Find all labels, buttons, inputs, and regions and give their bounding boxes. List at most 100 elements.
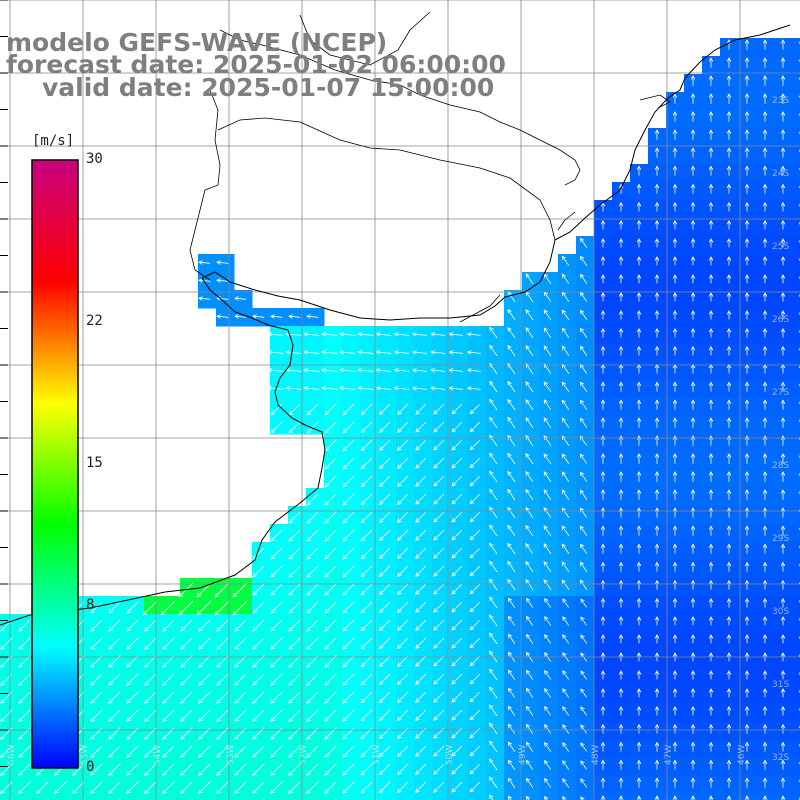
latitude-label: 25S	[772, 242, 789, 252]
wind-arrow	[544, 705, 552, 716]
wind-arrow	[526, 759, 534, 770]
wind-arrow	[726, 705, 732, 716]
wind-arrow	[489, 398, 498, 411]
wind-arrow	[708, 759, 714, 770]
latitude-label: 26S	[772, 315, 789, 325]
wind-arrow	[270, 619, 283, 632]
wind-arrow	[489, 488, 498, 501]
wind-cell	[792, 488, 800, 507]
wind-arrow	[636, 327, 642, 338]
wind-arrow	[303, 331, 320, 337]
wind-arrow	[744, 165, 750, 176]
wind-arrow	[726, 345, 732, 356]
wind-arrow	[672, 345, 678, 356]
wind-arrow	[144, 673, 157, 686]
wind-arrow	[36, 781, 49, 794]
wind-arrow	[451, 439, 463, 451]
wind-arrow	[360, 619, 373, 632]
wind-arrow	[726, 688, 732, 698]
wind-arrow	[708, 219, 714, 230]
wind-arrow	[180, 709, 193, 722]
wind-arrow	[412, 332, 428, 337]
wind-arrow	[357, 367, 374, 373]
wind-cell	[792, 614, 800, 633]
wind-arrow	[267, 331, 284, 337]
wind-arrow	[303, 349, 320, 355]
wind-arrow	[561, 345, 570, 356]
wind-arrow	[762, 147, 768, 158]
wind-arrow	[324, 745, 337, 758]
wind-arrow	[108, 655, 121, 668]
wind-arrow	[543, 543, 552, 555]
wind-cell	[792, 74, 800, 93]
wind-arrow	[288, 781, 301, 794]
wind-arrow	[144, 745, 157, 758]
longitude-label: 48W	[591, 745, 601, 765]
wind-arrow	[654, 201, 660, 212]
wind-arrow	[525, 327, 534, 339]
wind-arrow	[654, 183, 660, 194]
wind-cell	[792, 200, 800, 219]
wind-cell	[792, 182, 800, 201]
wind-arrow	[321, 349, 338, 355]
wind-arrow	[489, 740, 498, 753]
wind-arrow	[144, 709, 157, 722]
wind-arrow	[270, 781, 283, 794]
wind-arrow	[708, 525, 714, 536]
wind-arrow	[433, 691, 445, 703]
wind-arrow	[378, 493, 391, 506]
wind-cell	[792, 722, 800, 741]
wind-arrow	[780, 238, 786, 248]
model-title: modelo GEFS-WAVE (NCEP)	[6, 28, 388, 57]
wind-arrow	[252, 601, 265, 614]
wind-arrow	[654, 723, 660, 734]
wind-arrow	[433, 493, 445, 505]
wind-arrow	[618, 688, 624, 698]
wind-arrow	[654, 471, 660, 482]
wind-arrow	[396, 745, 409, 758]
wind-arrow	[762, 39, 768, 50]
wind-arrow	[636, 634, 642, 644]
wind-arrow	[525, 273, 534, 285]
wind-arrow	[744, 453, 750, 464]
wind-arrow	[762, 165, 768, 176]
wind-arrow	[562, 670, 570, 680]
wind-arrow	[708, 616, 714, 626]
wind-arrow	[618, 381, 624, 392]
wind-arrow	[600, 759, 606, 770]
wind-arrow	[580, 670, 587, 680]
wind-arrow	[600, 381, 606, 392]
wind-arrow	[216, 691, 229, 704]
wind-arrow	[18, 619, 31, 632]
wind-arrow	[126, 673, 139, 686]
wind-arrow	[525, 524, 534, 537]
wind-arrow	[306, 565, 319, 578]
wind-arrow	[433, 709, 445, 721]
longitude-label: 54W	[153, 745, 163, 765]
wind-arrow	[762, 453, 768, 464]
wind-arrow	[762, 597, 768, 608]
wind-arrow	[378, 457, 391, 470]
wind-arrow	[378, 619, 391, 632]
wind-arrow	[708, 201, 714, 212]
wind-arrow	[489, 722, 498, 735]
wind-cell	[324, 794, 343, 800]
wind-arrow	[654, 147, 660, 158]
longitude-label: 50W	[445, 745, 455, 765]
wind-arrow	[378, 421, 391, 434]
wind-cell	[792, 362, 800, 381]
wind-arrow	[360, 511, 373, 524]
wind-arrow	[690, 327, 696, 338]
wind-arrow	[726, 489, 732, 500]
wind-arrow	[618, 777, 624, 788]
wind-arrow	[762, 688, 768, 698]
wind-arrow	[451, 655, 463, 667]
wind-arrow	[726, 111, 732, 122]
wind-arrow	[690, 543, 696, 554]
wind-arrow	[600, 256, 606, 266]
wind-arrow	[469, 494, 480, 505]
wind-cell	[198, 794, 217, 800]
wind-arrow	[393, 332, 410, 337]
wind-arrow	[726, 597, 732, 608]
